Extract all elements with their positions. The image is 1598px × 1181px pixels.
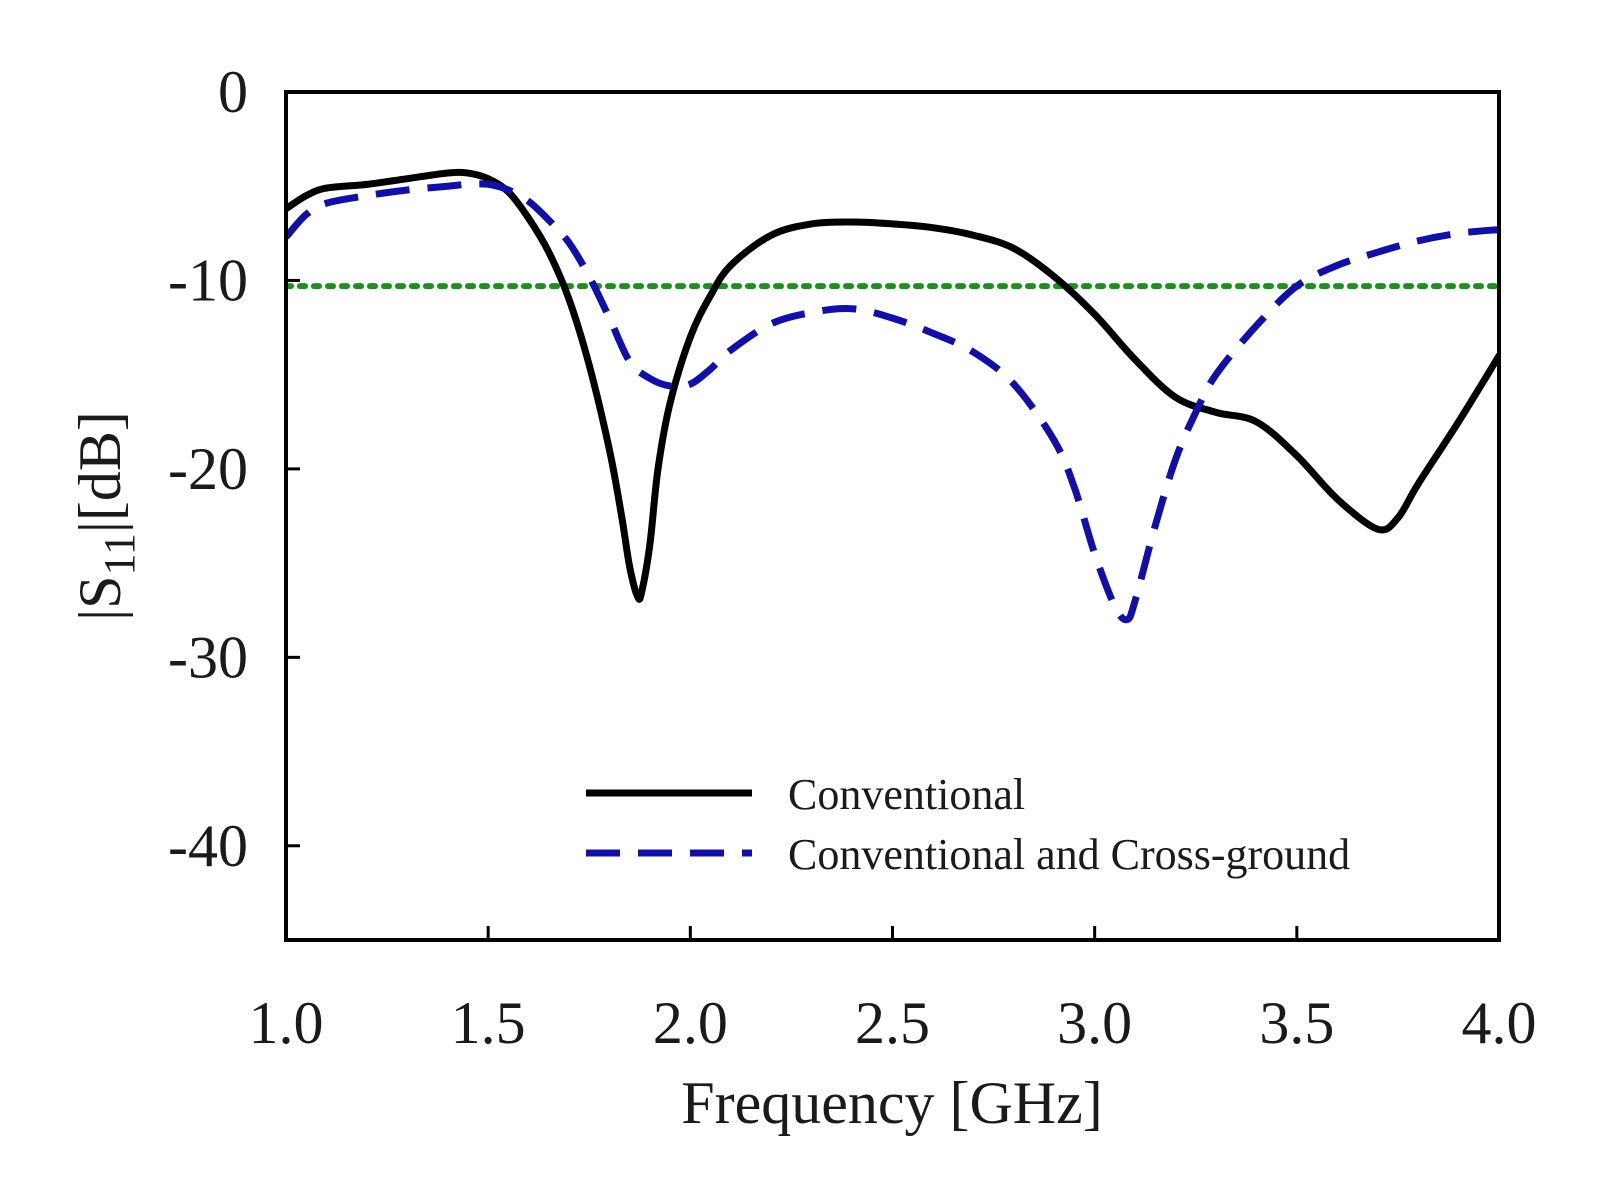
- y-tick-label: -40: [168, 813, 248, 879]
- x-tick-label: 3.5: [1259, 990, 1334, 1056]
- series-line-conventional: [286, 168, 1499, 603]
- x-tick-label: 1.5: [451, 990, 526, 1056]
- y-axis-title-left-bar: |: [67, 609, 133, 621]
- y-axis-title: |S11|[dB]: [67, 411, 144, 621]
- series-line-cross-ground: [286, 180, 1499, 624]
- series-layer: [286, 168, 1499, 624]
- y-tick-label: -10: [168, 247, 248, 313]
- x-tick-label: 1.0: [249, 990, 324, 1056]
- legend-label-conventional: Conventional: [788, 770, 1025, 819]
- y-axis-title-right-bar: |: [67, 521, 133, 533]
- x-tick-label: 4.0: [1462, 990, 1537, 1056]
- y-axis-title-subscript: 11: [95, 533, 144, 575]
- y-axis-title-symbol: S: [67, 575, 133, 608]
- y-tick-label: 0: [218, 59, 248, 125]
- y-tick-label: -30: [168, 624, 248, 690]
- y-tick-label: -20: [168, 436, 248, 502]
- x-tick-label: 3.0: [1057, 990, 1132, 1056]
- x-tick-label: 2.0: [653, 990, 728, 1056]
- tick-layer: 1.0 1.5 2.0 2.5 3.0 3.5 4.0 0 -10 -20 -30 -40: [168, 59, 1536, 1056]
- x-axis-title: Frequency [GHz]: [681, 1070, 1103, 1136]
- legend: Conventional Conventional and Cross-grou…: [586, 770, 1350, 879]
- y-axis-title-unit: [dB]: [67, 411, 133, 521]
- x-tick-label: 2.5: [855, 990, 930, 1056]
- legend-label-cross-ground: Conventional and Cross-ground: [788, 830, 1350, 879]
